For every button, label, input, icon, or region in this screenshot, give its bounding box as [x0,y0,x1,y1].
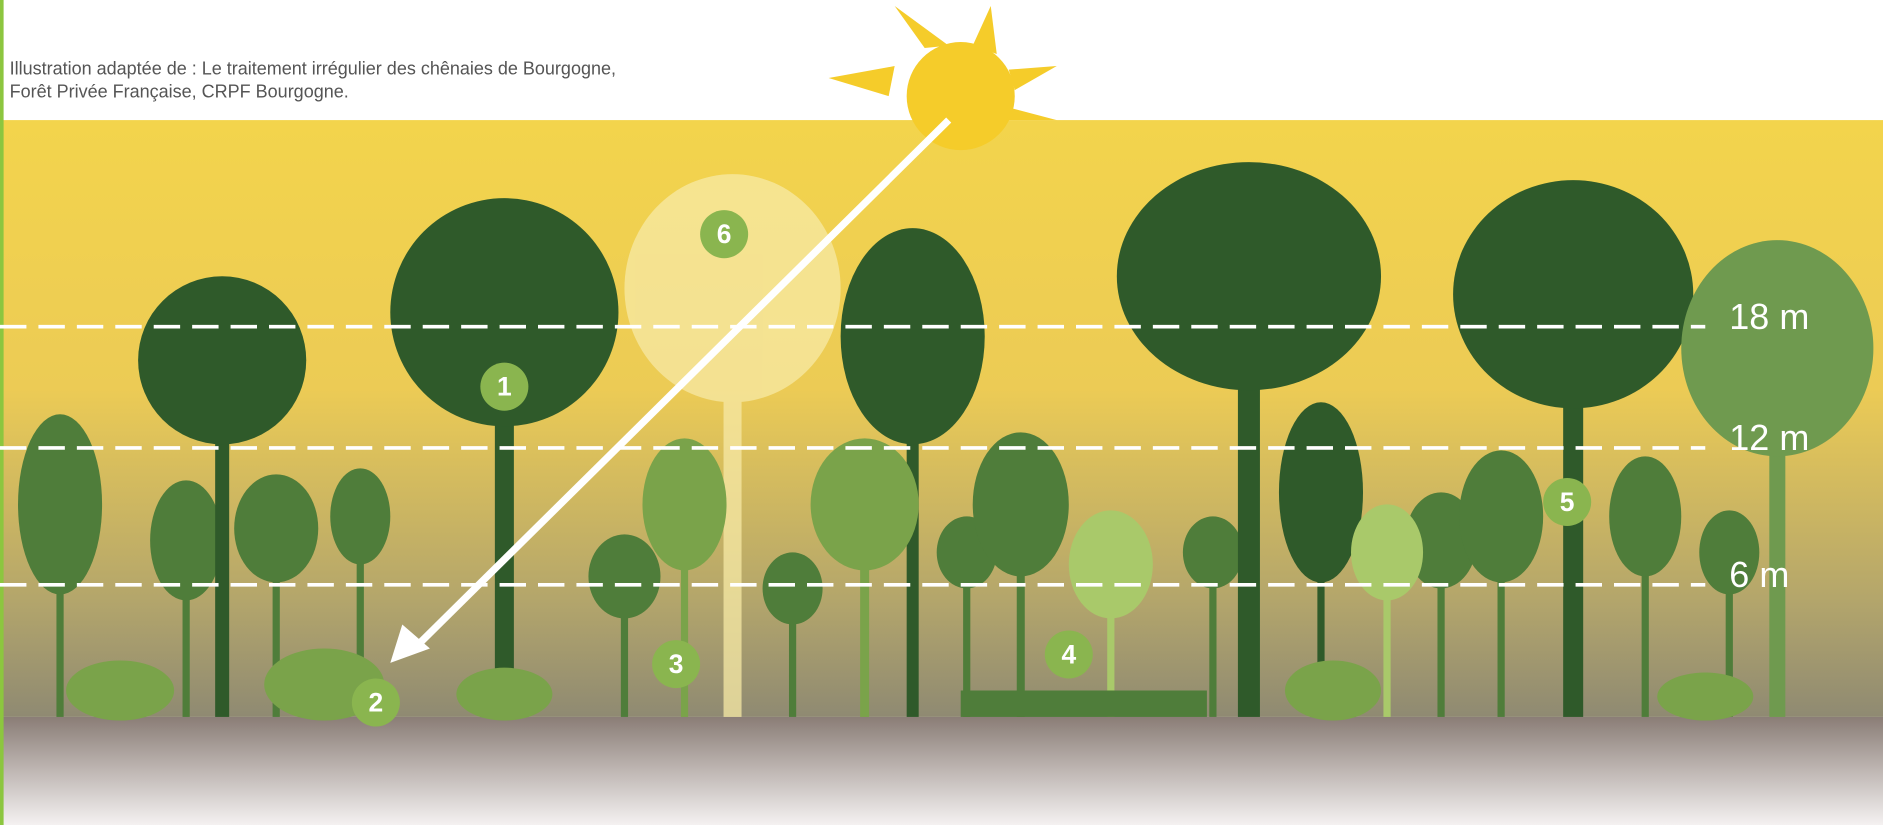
caption-line: Illustration adaptée de : Le traitement … [10,58,616,78]
left-border [0,0,4,825]
marker-label: 4 [1061,639,1076,669]
canopy [150,480,222,600]
illustration: 18 m 12 m 6 m 1 2 3 4 5 6 Illustration adaptée … [0,0,1883,825]
bush [1657,672,1753,720]
bush [66,660,174,720]
marker-label: 5 [1560,487,1575,517]
canopy [1609,456,1681,576]
canopy [642,438,726,570]
marker-label: 3 [669,649,684,679]
canopy [1069,510,1153,618]
ground [0,717,1883,825]
grass [961,691,1207,717]
canopy [763,552,823,624]
canopy [811,438,919,570]
canopy [18,414,102,594]
marker-label: 1 [497,372,512,402]
canopy [973,432,1069,576]
height-label: 12 m [1729,417,1809,458]
canopy [330,468,390,564]
canopy [234,474,318,582]
marker-label: 6 [717,219,732,249]
height-label: 18 m [1729,296,1809,337]
canopy [1453,180,1693,408]
canopy [1117,162,1381,390]
canopy [138,276,306,444]
canopy [624,174,840,402]
height-label: 6 m [1729,554,1789,595]
bush [456,668,552,721]
canopy [1459,450,1543,582]
marker-label: 2 [369,688,384,718]
canopy [1279,402,1363,582]
page: 18 m 12 m 6 m 1 2 3 4 5 6 Illustration adaptée … [0,0,1883,825]
canopy [1183,516,1243,588]
bush [1285,660,1381,720]
canopy [588,534,660,618]
canopy [841,228,985,444]
caption-line: Forêt Privée Française, CRPF Bourgogne. [10,81,349,101]
